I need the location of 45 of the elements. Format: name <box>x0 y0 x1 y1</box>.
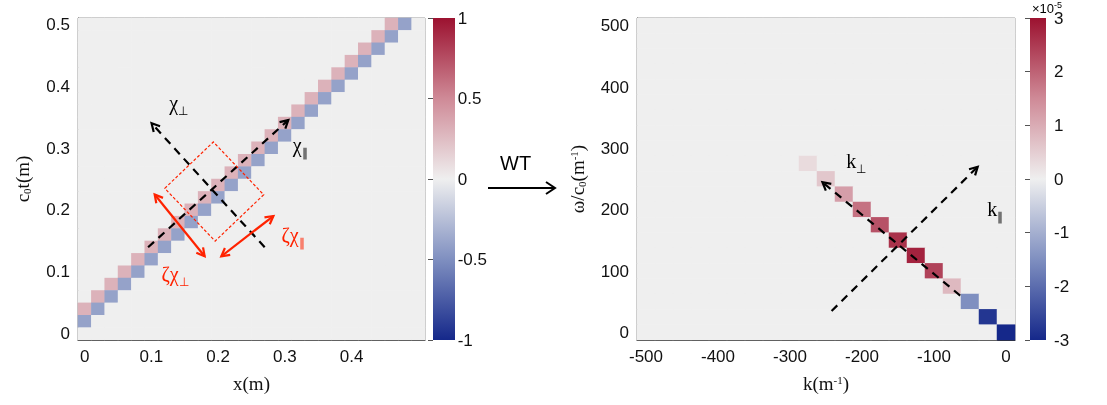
x-tick-label: 0 <box>1001 347 1011 366</box>
y-tick-label: 0.5 <box>46 14 70 34</box>
color-bar-label: 0.5 <box>457 89 482 108</box>
y-tick-label: 100 <box>600 261 629 281</box>
annotation: ζχ$_{∥}$ <box>281 223 305 251</box>
x-tick-label: 0.3 <box>273 347 297 366</box>
color-bar-label: 0 <box>1054 169 1064 189</box>
color-bar-label: 1 <box>1054 115 1064 135</box>
y-tick-label: 0 <box>60 324 70 344</box>
annotation: k$_{⊥}$ <box>846 149 867 177</box>
y-tick-label: 500 <box>600 16 629 36</box>
color-bar-label: -3 <box>1054 330 1070 350</box>
color-bar-label: 1 <box>457 8 468 28</box>
x-axis-title: x(m) <box>233 373 270 395</box>
annotation: χ$_{∥}$ <box>292 133 308 161</box>
y-axis-title: ω/c0(m-1) <box>567 144 589 214</box>
color-bar-label: -1 <box>457 330 473 350</box>
x-tick-label: -400 <box>700 347 736 366</box>
color-bar-label: 0 <box>457 169 468 189</box>
x-tick-label: -300 <box>772 347 808 366</box>
y-tick-label: 0.4 <box>46 76 70 96</box>
annotation: k$_{∥}$ <box>987 197 1004 225</box>
annotation: χ$_{⊥}$ <box>169 91 189 119</box>
color-bar-label: -2 <box>1054 276 1070 296</box>
x-tick-label: 0.1 <box>139 347 164 366</box>
x-tick-label: 0.2 <box>206 347 230 366</box>
color-bar-label: 3 <box>1054 8 1064 28</box>
y-tick-label: 0.1 <box>46 262 70 282</box>
color-bar-label: 2 <box>1054 62 1064 82</box>
y-tick-label: 200 <box>600 200 629 220</box>
x-tick-label: 0.4 <box>339 347 364 366</box>
text: WT <box>500 152 532 175</box>
x-tick-label: 0 <box>79 347 90 366</box>
y-tick-label: 0.2 <box>46 200 70 220</box>
y-tick-label: 300 <box>600 138 629 158</box>
y-tick-label: 0.3 <box>46 138 70 158</box>
y-tick-label: 400 <box>600 77 629 97</box>
x-tick-label: -100 <box>916 347 952 366</box>
y-tick-label: 0 <box>619 322 629 342</box>
y-axis-title: c0t(m) <box>12 155 34 203</box>
color-bar-label: -1 <box>1054 223 1070 243</box>
color-bar-label: -0.5 <box>457 250 487 269</box>
x-tick-label: -500 <box>628 347 664 366</box>
annotation: ζχ$_{⊥}$ <box>161 262 189 290</box>
x-tick-label: -200 <box>844 347 880 366</box>
